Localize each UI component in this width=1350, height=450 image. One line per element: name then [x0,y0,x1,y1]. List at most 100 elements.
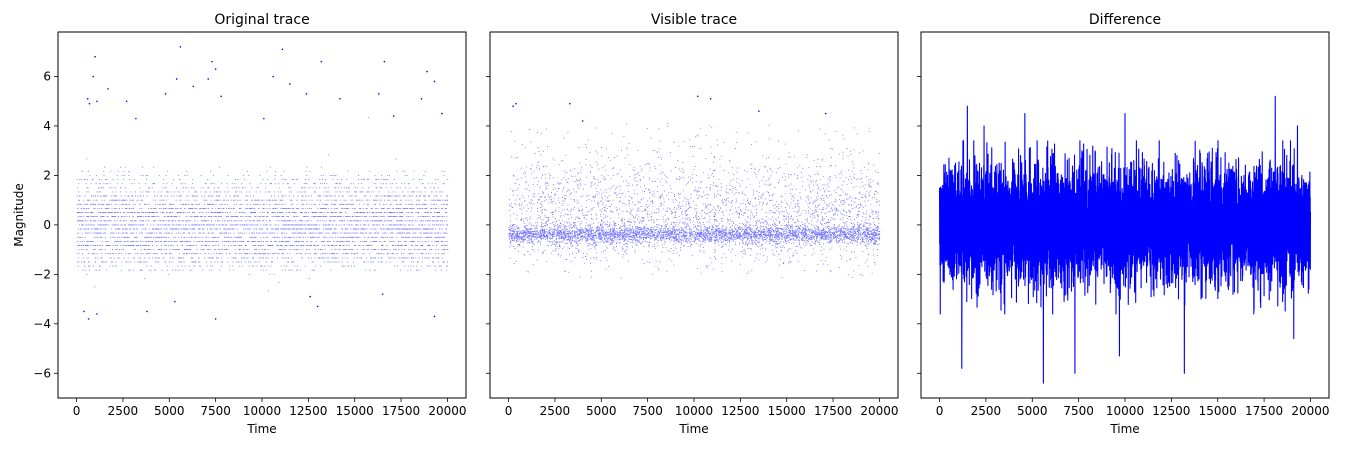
original-trace-outlier-point [86,97,89,100]
visible-trace-outlier-point [824,112,827,115]
x-tick-label: 2500 [108,404,139,418]
original-trace-outlier-point [392,115,395,117]
x-tick-label: 5000 [1017,404,1048,418]
original-trace-outlier-point [289,83,291,85]
x-tick-label: 12500 [1152,404,1190,418]
visible-trace-y-ticks [486,76,490,374]
panel-difference: 0 2500 5000 7500 10000 12500 15000 17500 20000 D… [917,12,1330,436]
original-trace-outlier-point [135,117,137,120]
visible-trace-outlier-point [709,97,712,100]
original-trace-outlier-point [214,318,217,320]
original-trace-outlier-point [426,70,428,73]
original-trace-outlier-point [320,60,323,63]
original-trace-outlier-point [94,55,96,58]
original-trace-outlier-point [174,300,176,303]
x-tick-label: 0 [505,404,513,418]
original-trace-x-ticks: 0 2500 5000 7500 10000 12500 15000 17500 20000 [73,398,467,418]
x-tick-label: 7500 [1063,404,1094,418]
x-tick-label: 2500 [540,404,571,418]
visible-trace-xlabel: Time [678,422,708,436]
visible-trace-outlier-point [512,105,514,107]
original-trace-ylabel: Magnitude [12,183,26,247]
original-trace-outlier-point [107,88,109,90]
original-trace-outlier-point [192,85,195,88]
x-tick-label: 17500 [1245,404,1283,418]
visible-trace-outlier-point [568,102,571,105]
original-trace-outlier-point [433,80,436,83]
original-trace-outlier-point [272,75,274,78]
original-trace-outlier-point [83,310,85,313]
original-trace-marks [76,46,449,320]
original-trace-outlier-point [146,310,148,313]
y-tick-label: −4 [33,317,51,331]
original-trace-outlier-point [220,95,222,98]
original-trace-outlier-point [96,100,98,103]
original-trace-outlier-point [378,93,380,95]
original-trace-outlier-point [87,318,90,320]
difference-xlabel: Time [1109,422,1139,436]
x-tick-label: 10000 [675,404,713,418]
visible-trace-outlier-point [758,110,760,112]
x-tick-label: 17500 [814,404,852,418]
original-trace-outlier-point [175,78,178,80]
x-tick-label: 12500 [289,404,327,418]
original-trace-point-cloud [76,117,449,292]
difference-y-ticks [917,76,921,374]
original-trace-outlier-point [281,48,284,51]
original-trace-outlier-point [96,313,98,315]
x-tick-label: 17500 [382,404,420,418]
x-tick-label: 20000 [860,404,898,418]
original-trace-outlier-point [441,112,443,115]
y-tick-label: 0 [43,218,51,232]
difference-line [939,95,1311,384]
visible-trace-x-ticks: 0 2500 5000 7500 10000 12500 15000 17500 20000 [505,398,899,418]
y-tick-label: 2 [43,168,51,182]
difference-x-ticks: 0 2500 5000 7500 10000 12500 15000 17500 20000 [936,398,1330,418]
y-tick-label: 4 [43,119,51,133]
x-tick-label: 7500 [632,404,663,418]
difference-title: Difference [1089,12,1161,28]
original-trace-outlier-point [164,93,167,95]
x-tick-label: 2500 [971,404,1002,418]
original-trace-outlier-point [383,60,386,63]
original-trace-outlier-point [309,295,312,298]
visible-trace-marks [508,95,881,279]
original-trace-outlier-point [381,293,384,295]
x-tick-label: 10000 [1106,404,1144,418]
original-trace-outlier-point [316,305,319,308]
original-trace-title: Original trace [214,12,309,28]
original-trace-outlier-point [263,117,265,120]
original-trace-outlier-point [433,315,436,318]
panel-original-trace: 0 2500 5000 7500 10000 12500 15000 17500 20000 −… [12,12,467,436]
x-tick-label: 10000 [243,404,281,418]
y-tick-label: −6 [33,366,51,380]
original-trace-outlier-point [207,78,210,80]
original-trace-outlier-point [420,97,423,100]
original-trace-outlier-point [339,97,341,100]
x-tick-label: 20000 [1291,404,1329,418]
original-trace-outlier-point [125,100,128,103]
original-trace-outlier-point [179,46,182,48]
y-tick-label: −2 [33,267,51,281]
x-tick-label: 12500 [721,404,759,418]
x-tick-label: 7500 [200,404,231,418]
original-trace-y-ticks: −6 −4 −2 0 2 4 6 [33,70,58,380]
x-tick-label: 20000 [428,404,466,418]
x-tick-label: 5000 [586,404,617,418]
original-trace-outlier-point [211,60,213,63]
y-tick-label: 6 [43,70,51,84]
visible-trace-point-cloud [508,123,881,279]
original-trace-xlabel: Time [246,422,276,436]
original-trace-outlier-point [88,102,91,105]
x-tick-label: 0 [73,404,81,418]
visible-trace-title: Visible trace [651,12,737,28]
x-tick-label: 15000 [336,404,374,418]
original-trace-outlier-point [92,75,95,78]
panel-visible-trace: 0 2500 5000 7500 10000 12500 15000 17500 20000 V… [486,12,899,436]
x-tick-label: 15000 [768,404,806,418]
x-tick-label: 0 [936,404,944,418]
difference-marks [939,95,1311,384]
x-tick-label: 15000 [1199,404,1237,418]
original-trace-outlier-point [214,68,217,70]
original-trace-outlier-point [305,93,308,95]
